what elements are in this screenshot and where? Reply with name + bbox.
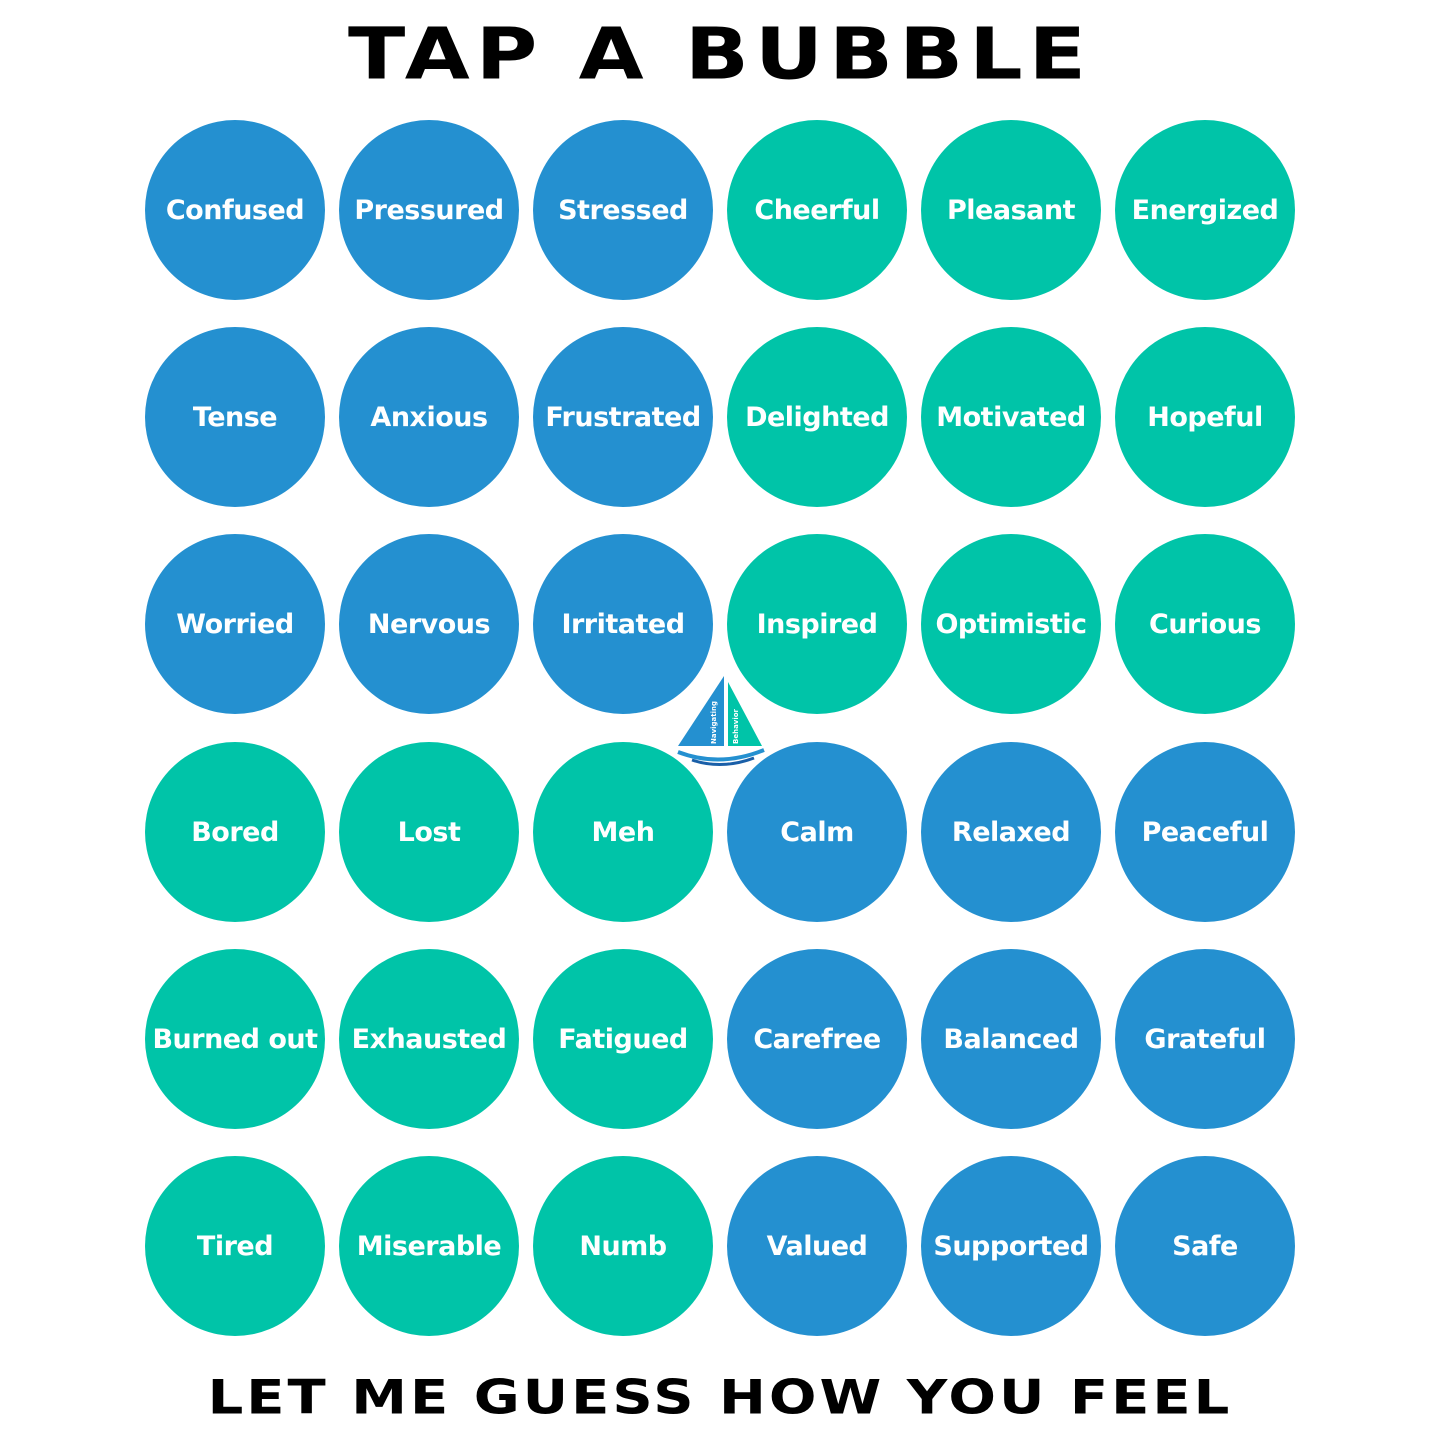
bubble-worried[interactable]: Worried xyxy=(145,534,325,714)
bubble-curious[interactable]: Curious xyxy=(1115,534,1295,714)
bubble-label: Grateful xyxy=(1144,1023,1266,1055)
bubble-fatigued[interactable]: Fatigued xyxy=(533,949,713,1129)
bubble-grateful[interactable]: Grateful xyxy=(1115,949,1295,1129)
bubble-label: Curious xyxy=(1149,608,1261,640)
bubble-label: Nervous xyxy=(367,608,491,640)
bubble-label: Balanced xyxy=(943,1023,1079,1055)
bubble-label: Meh xyxy=(591,816,655,848)
bubble-label: Relaxed xyxy=(951,816,1071,848)
bubble-bored[interactable]: Bored xyxy=(145,742,325,922)
bubble-label: Tired xyxy=(196,1230,274,1262)
bubble-label: Delighted xyxy=(745,401,889,433)
bubble-label: Confused xyxy=(165,194,305,226)
bubble-label: Cheerful xyxy=(754,194,880,226)
bubble-pleasant[interactable]: Pleasant xyxy=(921,120,1101,300)
bubble-carefree[interactable]: Carefree xyxy=(727,949,907,1129)
bubble-exhausted[interactable]: Exhausted xyxy=(339,949,519,1129)
bubble-valued[interactable]: Valued xyxy=(727,1156,907,1336)
bubble-supported[interactable]: Supported xyxy=(921,1156,1101,1336)
bubble-nervous[interactable]: Nervous xyxy=(339,534,519,714)
bubble-delighted[interactable]: Delighted xyxy=(727,327,907,507)
bubble-stressed[interactable]: Stressed xyxy=(533,120,713,300)
bubble-anxious[interactable]: Anxious xyxy=(339,327,519,507)
bubble-burned-out[interactable]: Burned out xyxy=(145,949,325,1129)
bubble-cheerful[interactable]: Cheerful xyxy=(727,120,907,300)
bubble-label: Energized xyxy=(1131,194,1279,226)
bubble-label: Irritated xyxy=(561,608,685,640)
bubble-inspired[interactable]: Inspired xyxy=(727,534,907,714)
bubble-tense[interactable]: Tense xyxy=(145,327,325,507)
bubble-miserable[interactable]: Miserable xyxy=(339,1156,519,1336)
bubble-frustrated[interactable]: Frustrated xyxy=(533,327,713,507)
bubble-label: Safe xyxy=(1172,1230,1238,1262)
bubble-label: Pressured xyxy=(354,194,504,226)
bubble-meh[interactable]: Meh xyxy=(533,742,713,922)
bubble-label: Numb xyxy=(579,1230,667,1262)
sailboat-logo-icon: Navigating Behavior xyxy=(677,674,765,767)
bubble-pressured[interactable]: Pressured xyxy=(339,120,519,300)
bubble-motivated[interactable]: Motivated xyxy=(921,327,1101,507)
bubble-label: Optimistic xyxy=(935,608,1087,640)
page-title: TAP A BUBBLE xyxy=(347,12,1093,96)
bubble-label: Pleasant xyxy=(947,194,1076,226)
bubble-label: Peaceful xyxy=(1141,816,1269,848)
bubble-label: Bored xyxy=(191,816,279,848)
bubble-label: Inspired xyxy=(756,608,878,640)
bubble-balanced[interactable]: Balanced xyxy=(921,949,1101,1129)
bubble-label: Fatigued xyxy=(558,1023,688,1055)
page-subtitle: LET ME GUESS HOW YOU FEEL xyxy=(207,1369,1233,1426)
bubble-label: Motivated xyxy=(936,401,1086,433)
bubble-calm[interactable]: Calm xyxy=(727,742,907,922)
bubble-label: Exhausted xyxy=(351,1023,507,1055)
bubble-label: Lost xyxy=(397,816,461,848)
bubble-label: Valued xyxy=(766,1230,868,1262)
bubble-label: Tense xyxy=(192,401,278,433)
bubble-label: Miserable xyxy=(356,1230,502,1262)
bubble-peaceful[interactable]: Peaceful xyxy=(1115,742,1295,922)
bubble-relaxed[interactable]: Relaxed xyxy=(921,742,1101,922)
bubble-label: Worried xyxy=(176,608,294,640)
bubble-optimistic[interactable]: Optimistic xyxy=(921,534,1101,714)
bubble-label: Calm xyxy=(780,816,854,848)
bubble-hopeful[interactable]: Hopeful xyxy=(1115,327,1295,507)
bubble-label: Burned out xyxy=(152,1023,318,1055)
bubble-energized[interactable]: Energized xyxy=(1115,120,1295,300)
bubble-label: Anxious xyxy=(370,401,488,433)
bubble-lost[interactable]: Lost xyxy=(339,742,519,922)
bubble-tired[interactable]: Tired xyxy=(145,1156,325,1336)
bubble-irritated[interactable]: Irritated xyxy=(533,534,713,714)
logo-text-line1: Navigating xyxy=(710,701,718,744)
bubble-label: Supported xyxy=(933,1230,1089,1262)
bubble-label: Hopeful xyxy=(1147,401,1263,433)
bubble-label: Frustrated xyxy=(545,401,701,433)
logo-text-line2: Behavior xyxy=(732,708,740,744)
bubble-confused[interactable]: Confused xyxy=(145,120,325,300)
bubble-safe[interactable]: Safe xyxy=(1115,1156,1295,1336)
bubble-numb[interactable]: Numb xyxy=(533,1156,713,1336)
bubble-label: Carefree xyxy=(753,1023,881,1055)
bubble-label: Stressed xyxy=(558,194,688,226)
